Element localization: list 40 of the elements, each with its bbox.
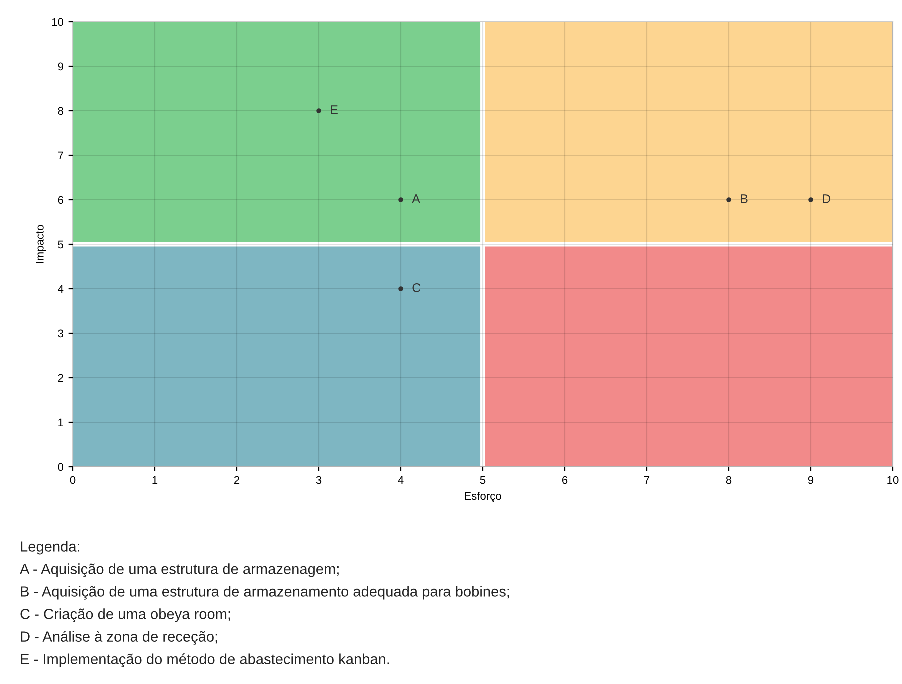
- point: [316, 108, 322, 114]
- text: A - Aquisição de uma estrutura de armazenagem;: [20, 564, 339, 578]
- y-tick-label: 8: [58, 107, 64, 116]
- text: E - Implementação do método de abastecimento kanban.: [21, 654, 390, 668]
- y-tick-label: 10: [52, 18, 64, 26]
- x-tick-label: 0: [70, 476, 76, 484]
- text: C - Criação de uma obeya room;: [20, 608, 230, 622]
- y-tick-label: 4: [58, 285, 64, 294]
- data-label: E: [331, 106, 338, 114]
- point: [398, 286, 404, 292]
- y-axis-title: Impacto: [36, 225, 46, 264]
- x-tick-label: 10: [888, 476, 899, 484]
- y-tick-label: 1: [58, 418, 64, 427]
- x-tick-label: 3: [316, 476, 322, 484]
- y-tick-label: 2: [58, 374, 64, 382]
- x-tick-label: 1: [152, 476, 158, 484]
- text: D - Análise à zona de receção;: [21, 631, 218, 645]
- x-tick-label: 6: [562, 476, 568, 484]
- data-label: C: [412, 284, 421, 292]
- y-tick-label: 3: [58, 330, 64, 338]
- point: [808, 198, 814, 202]
- y-tick-label: 7: [58, 152, 64, 160]
- x-tick-label: 8: [726, 476, 732, 484]
- text: Legenda:: [21, 541, 80, 555]
- x-tick-label: 5: [480, 476, 486, 484]
- y-tick-label: 5: [58, 240, 64, 249]
- x-tick-label: 9: [808, 476, 814, 484]
- y-tick-label: 6: [58, 196, 64, 204]
- x-tick-label: 7: [644, 476, 650, 484]
- x-tick-label: 2: [234, 476, 240, 484]
- point: [398, 198, 404, 202]
- data-label: D: [823, 194, 831, 204]
- x-axis-title: Esforço: [465, 492, 502, 502]
- x-tick-label: 4: [398, 476, 404, 484]
- text: B - Aquisição de uma estrutura de armazenamento adequada para bobines;: [21, 586, 510, 600]
- data-label: B: [741, 194, 748, 204]
- data-label: A: [412, 194, 420, 204]
- y-tick-label: 0: [58, 463, 64, 472]
- y-tick-label: 9: [58, 62, 64, 71]
- point: [726, 198, 732, 202]
